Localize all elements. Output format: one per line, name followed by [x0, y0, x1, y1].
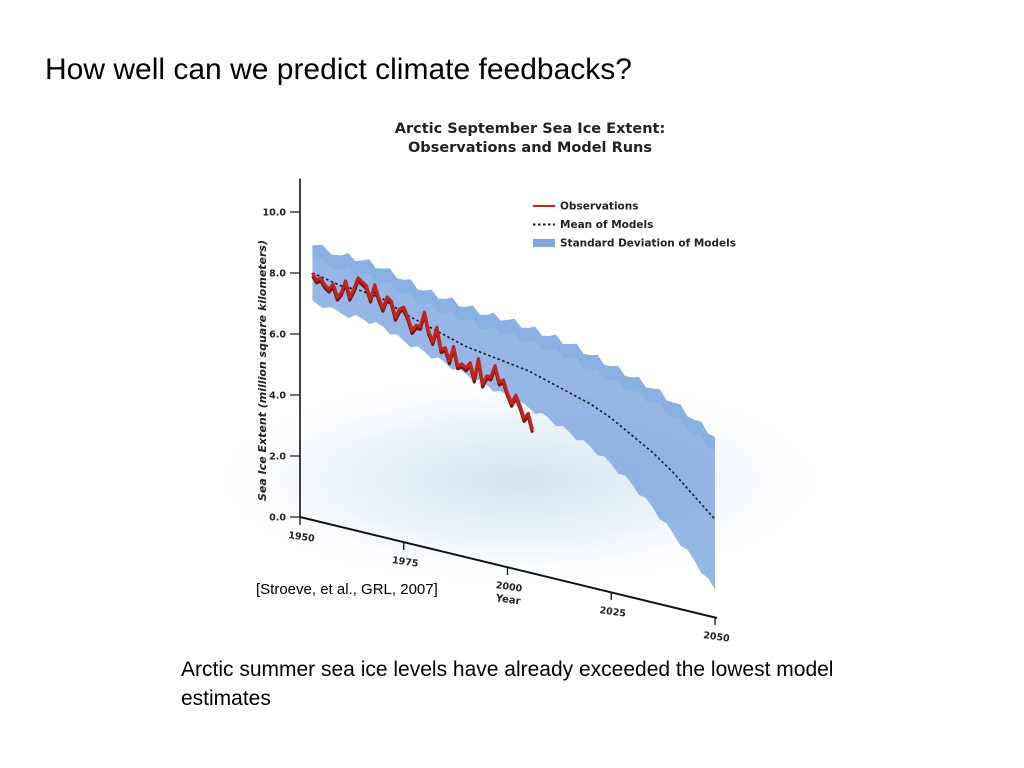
y-tick-label: 8.0: [269, 269, 286, 280]
citation: [Stroeve, et al., GRL, 2007]: [256, 581, 438, 598]
y-axis-label: Sea Ice Extent (million square kilometer…: [256, 240, 269, 501]
chart-legend: Observations Mean of Models Standard Devia…: [533, 201, 736, 250]
caption: Arctic summer sea ice levels have alread…: [181, 658, 834, 710]
x-tick-label: 2000: [495, 580, 523, 595]
y-tick-label: 6.0: [269, 330, 286, 341]
chart-title: Arctic September Sea Ice Extent: Observa…: [330, 120, 730, 158]
legend-model-std-label: Standard Deviation of Models: [560, 238, 736, 250]
chart-title-line1: Arctic September Sea Ice Extent:: [394, 121, 666, 137]
legend-model-std-swatch: [533, 239, 555, 247]
y-tick-label: 10.0: [263, 208, 287, 219]
axes-layer: 0.0 2.0 4.0 6.0 8.0 10.0 Sea Ice Extent (milli…: [256, 178, 731, 645]
mean-layer: [312, 272, 716, 520]
chart-title-line2: Observations and Model Runs: [407, 140, 653, 156]
observations-line: [311, 272, 534, 431]
x-tick-label: 2025: [599, 605, 627, 620]
x-tick-label: 1975: [391, 555, 419, 570]
y-tick-label: 0.0: [269, 513, 286, 524]
x-axis-line: [299, 516, 718, 619]
legend-model-mean-label: Mean of Models: [560, 219, 653, 231]
x-tick-label: 1950: [288, 530, 316, 545]
x-tick-label: 2050: [703, 630, 731, 645]
y-tick-label: 4.0: [269, 391, 286, 402]
legend-observations-label: Observations: [560, 201, 638, 213]
model-mean-line: [312, 272, 716, 520]
slide-title: How well can we predict climate feedback…: [45, 53, 632, 86]
obs-layer: [311, 272, 534, 434]
y-tick-label: 2.0: [269, 452, 286, 463]
x-axis-label: Year: [494, 593, 521, 607]
